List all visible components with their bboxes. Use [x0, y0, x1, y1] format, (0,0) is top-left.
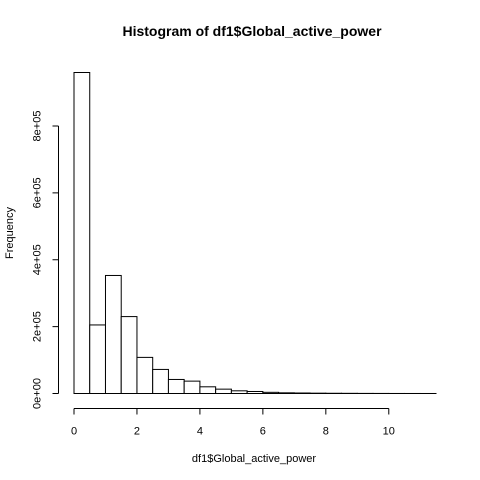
- x-tick-label-4: 8: [323, 426, 329, 438]
- x-axis-ticks: 0 2 4 6 8 10: [71, 408, 395, 438]
- histogram-bar-0: [73, 72, 91, 394]
- histogram-bar-7: [183, 380, 201, 395]
- histogram-bar-6: [167, 378, 185, 394]
- histogram-bar-1: [89, 324, 106, 395]
- x-tick-label-3: 6: [260, 426, 266, 438]
- y-axis-title: Frequency: [4, 207, 16, 259]
- histogram-bar-8: [199, 386, 217, 394]
- histogram-bar-9: [215, 388, 232, 394]
- histogram-bar-4: [136, 356, 154, 395]
- y-tick-label-0: 0e+00: [32, 378, 44, 409]
- chart-title: Histogram of df1$Global_active_power: [122, 23, 382, 39]
- y-tick-label-4: 8e+05: [32, 111, 44, 142]
- x-axis-title: df1$Global_active_power: [192, 453, 316, 465]
- histogram-bar-14: [293, 392, 311, 394]
- y-tick-label-3: 6e+05: [32, 177, 44, 208]
- histogram-bar-13: [278, 392, 295, 394]
- y-tick-label-2: 4e+05: [32, 244, 44, 275]
- x-tick-label-0: 0: [71, 426, 77, 438]
- y-axis-ticks: 0e+00 2e+05 4e+05 6e+05 8e+05: [32, 111, 59, 409]
- histogram-bars: [73, 72, 437, 395]
- x-axis: 0 2 4 6 8 10: [71, 408, 395, 438]
- histogram-bar-11: [246, 390, 264, 394]
- histogram-bar-3: [120, 316, 138, 394]
- histogram-bar-12: [262, 391, 280, 394]
- x-tick-label-2: 4: [197, 426, 203, 438]
- x-tick-label-5: 10: [383, 426, 395, 438]
- x-tick-label-1: 2: [134, 426, 140, 438]
- y-tick-label-1: 2e+05: [32, 311, 44, 342]
- histogram-bar-2: [104, 274, 122, 394]
- y-axis: 0e+00 2e+05 4e+05 6e+05 8e+05: [32, 111, 59, 409]
- histogram-bar-5: [152, 368, 169, 394]
- histogram-bar-10: [230, 390, 248, 395]
